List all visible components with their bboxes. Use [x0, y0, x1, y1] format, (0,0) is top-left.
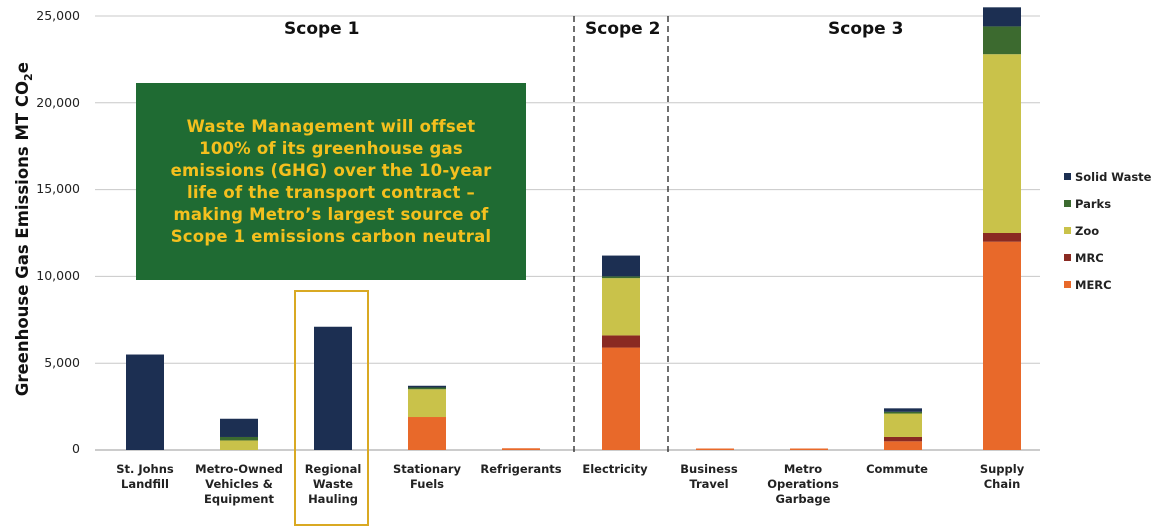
x-tick-label: Supply Chain: [979, 462, 1025, 491]
y-tick-label: 20,000: [36, 95, 80, 110]
bar-segment-parks: [983, 26, 1021, 55]
legend-swatch: [1064, 227, 1071, 234]
x-tick-label: Commute: [866, 462, 928, 476]
bar-segment-merc: [408, 417, 446, 450]
legend-item: Parks: [1064, 190, 1151, 217]
bar-segment-solid-waste: [602, 255, 640, 277]
bar-segment-mrc: [602, 335, 640, 348]
bar-segment-merc: [502, 448, 540, 450]
scope-1-label: Scope 1: [284, 19, 360, 39]
bar-segment-zoo: [408, 389, 446, 418]
legend-label: MERC: [1075, 277, 1112, 292]
legend-item: MRC: [1064, 244, 1151, 271]
bar-segment-zoo: [602, 278, 640, 336]
bar-segment-solid-waste: [126, 354, 164, 450]
legend-swatch: [1064, 173, 1071, 180]
bar-segment-solid-waste: [884, 408, 922, 412]
bar-segment-parks: [602, 276, 640, 279]
x-tick-label: Stationary Fuels: [393, 462, 461, 491]
scope-2-label: Scope 2: [585, 19, 661, 39]
y-tick-label: 0: [72, 441, 80, 456]
y-tick-label: 25,000: [36, 8, 80, 23]
regional-waste-hauling-highlight: [294, 290, 369, 526]
bar-segment-solid-waste: [408, 385, 446, 388]
legend-swatch: [1064, 200, 1071, 207]
legend-item: Solid Waste: [1064, 163, 1151, 190]
bar-segment-zoo: [983, 54, 1021, 233]
bar-segment-zoo: [884, 413, 922, 437]
legend-swatch: [1064, 254, 1071, 261]
bar-segment-solid-waste: [983, 7, 1021, 27]
bar-segment-solid-waste: [314, 326, 352, 450]
offset-callout: Waste Management will offset 100% of its…: [136, 83, 526, 280]
x-tick-label: Regional Waste Hauling: [304, 462, 362, 506]
x-tick-label: Electricity: [582, 462, 648, 476]
bar-segment-solid-waste: [220, 418, 258, 437]
legend-item: Zoo: [1064, 217, 1151, 244]
y-tick-label: 15,000: [36, 181, 80, 196]
bar-segment-merc: [884, 441, 922, 450]
legend-label: Solid Waste: [1075, 169, 1152, 184]
bar-segment-mrc: [884, 436, 922, 442]
legend-label: Parks: [1075, 196, 1112, 211]
bar-segment-merc: [696, 448, 734, 450]
bar-segment-parks: [408, 387, 446, 390]
x-tick-label: Refrigerants: [480, 462, 562, 476]
legend-swatch: [1064, 281, 1071, 288]
x-tick-label: Business Travel: [680, 462, 738, 491]
x-tick-label: Metro Operations Garbage: [767, 462, 839, 506]
legend: Solid Waste Parks Zoo MRC MERC: [1064, 163, 1151, 298]
bar-segment-parks: [884, 411, 922, 414]
bar-segment-merc: [602, 347, 640, 450]
y-tick-label: 10,000: [36, 268, 80, 283]
y-tick-label: 5,000: [44, 355, 80, 370]
bar-segment-zoo: [220, 440, 258, 450]
scope-3-label: Scope 3: [828, 19, 904, 39]
bar-segment-merc: [790, 448, 828, 450]
x-tick-label: Metro-Owned Vehicles & Equipment: [195, 462, 283, 506]
y-axis-label: Greenhouse Gas Emissions MT CO2e: [12, 62, 36, 397]
bar-segment-parks: [220, 436, 258, 441]
x-tick-label: St. Johns Landfill: [116, 462, 174, 491]
bar-segment-mrc: [983, 233, 1021, 242]
legend-label: Zoo: [1075, 223, 1100, 238]
bar-segment-merc: [983, 241, 1021, 450]
legend-item: MERC: [1064, 271, 1151, 298]
legend-label: MRC: [1075, 250, 1104, 265]
